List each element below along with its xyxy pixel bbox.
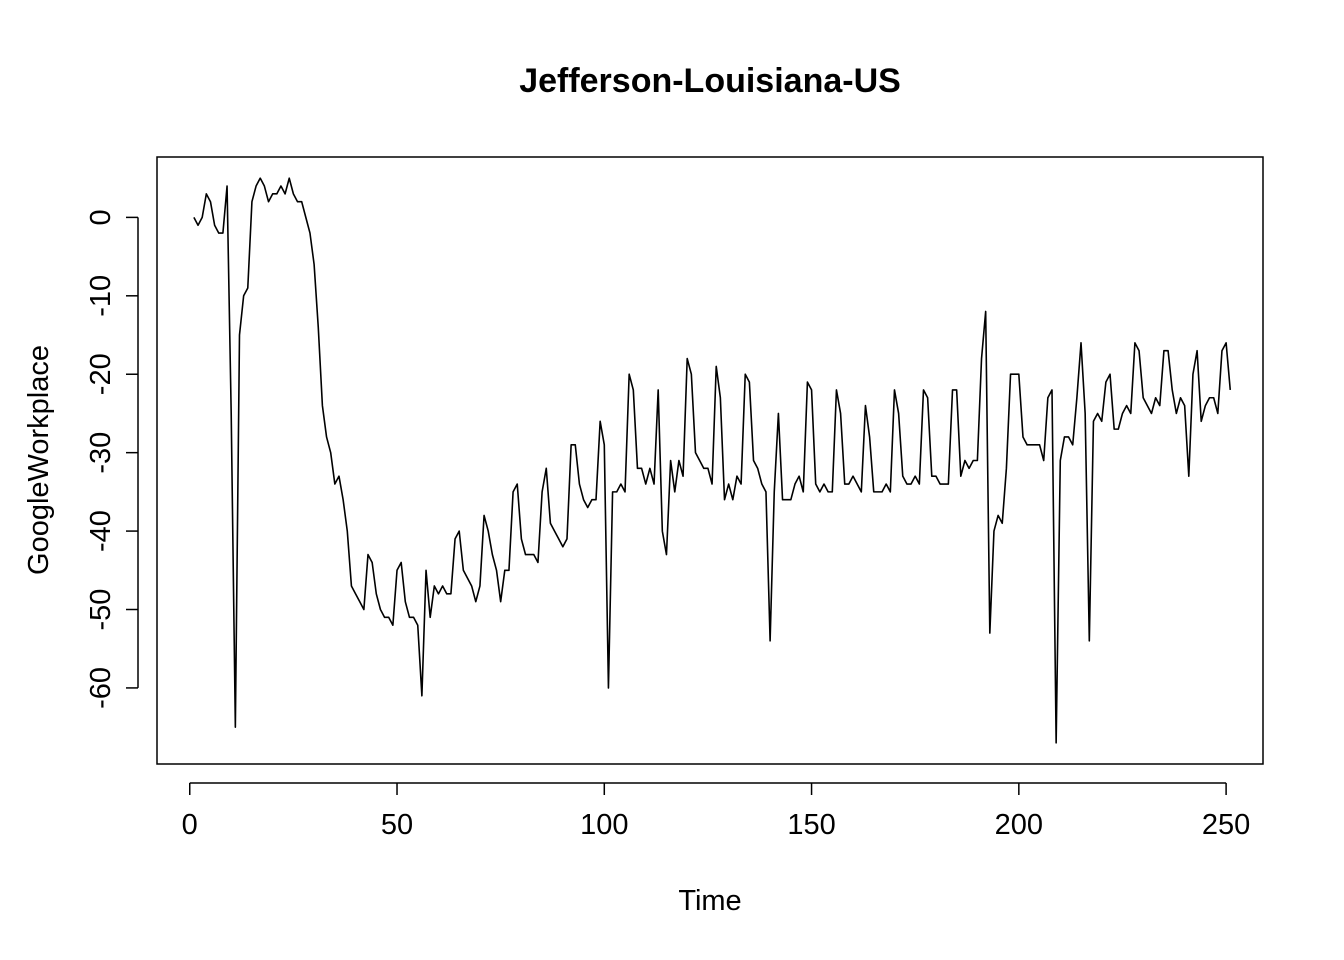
x-tick-label: 200 xyxy=(995,809,1043,841)
y-tick-label: -10 xyxy=(85,275,117,317)
chart-title: Jefferson-Louisiana-US xyxy=(519,62,901,100)
x-tick-label: 250 xyxy=(1202,809,1250,841)
y-tick-label: -20 xyxy=(85,353,117,395)
y-axis: 0 -10 -20 -30 -40 -50 -60 xyxy=(85,209,139,709)
x-axis-label: Time xyxy=(678,885,741,917)
y-tick-label: 0 xyxy=(85,209,117,225)
x-tick-label: 0 xyxy=(182,809,198,841)
plot-frame xyxy=(156,156,1264,765)
x-tick-label: 150 xyxy=(787,809,835,841)
y-tick-label: -30 xyxy=(85,432,117,474)
x-tick-label: 50 xyxy=(381,809,413,841)
y-tick-label: -60 xyxy=(85,667,117,709)
x-axis: 0 50 100 150 200 250 xyxy=(182,782,1250,841)
y-axis-label: GoogleWorkplace xyxy=(23,345,55,575)
x-tick-label: 100 xyxy=(580,809,628,841)
series-line-0 xyxy=(193,177,1232,744)
y-tick-label: -50 xyxy=(85,589,117,631)
series-layer xyxy=(193,177,1232,744)
y-tick-label: -40 xyxy=(85,510,117,552)
